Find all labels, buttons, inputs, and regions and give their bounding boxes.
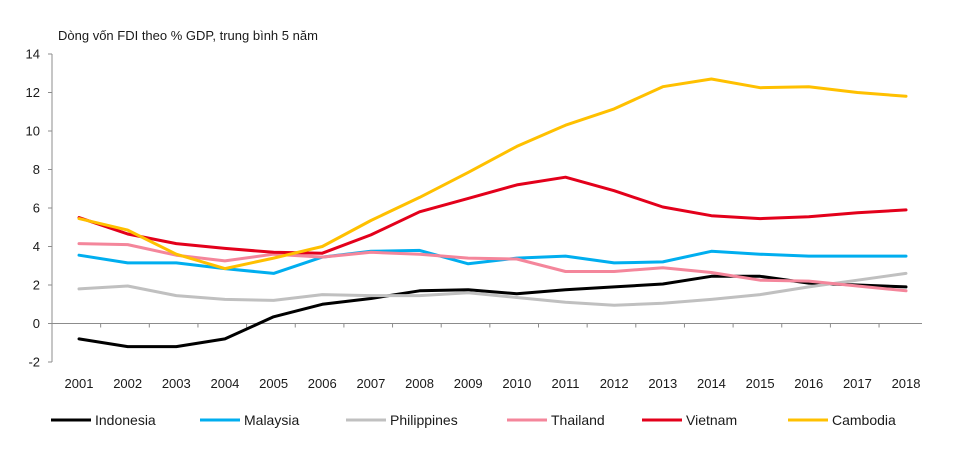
y-tick-label: 2	[33, 278, 40, 293]
legend-label: Vietnam	[686, 412, 737, 428]
x-tick-label: 2002	[113, 376, 142, 391]
y-tick-label: 6	[33, 201, 40, 216]
series-line-vietnam	[77, 175, 908, 255]
x-tick-label: 2016	[794, 376, 823, 391]
x-tick-label: 2003	[162, 376, 191, 391]
legend: Indonesia Malaysia Philippines Thailand Viet…	[51, 412, 896, 428]
legend-item-malaysia: Malaysia	[200, 412, 299, 428]
y-tick-label: 0	[33, 316, 40, 331]
x-tick-label: 2017	[843, 376, 872, 391]
series-line-philippines	[77, 271, 908, 307]
series-line-cambodia	[77, 77, 908, 271]
legend-label: Cambodia	[832, 412, 896, 428]
x-tick-label: 2006	[308, 376, 337, 391]
y-tick-label: 4	[33, 239, 40, 254]
legend-item-vietnam: Vietnam	[642, 412, 737, 428]
x-tick-label: 2009	[454, 376, 483, 391]
x-tick-label: 2014	[697, 376, 726, 391]
legend-item-cambodia: Cambodia	[788, 412, 896, 428]
x-tick-label: 2015	[746, 376, 775, 391]
series-layer	[77, 77, 908, 349]
x-tick-label: 2008	[405, 376, 434, 391]
x-tick-label: 2004	[210, 376, 239, 391]
legend-item-philippines: Philippines	[346, 412, 458, 428]
x-tick-label: 2013	[648, 376, 677, 391]
legend-label: Malaysia	[244, 412, 299, 428]
y-tick-label: 10	[26, 124, 40, 139]
chart-axes: -2 0 2 4 6 8 10 12 14 2001 2002 2003 2004 2005 2006 200…	[26, 47, 922, 391]
y-tick-label: 8	[33, 162, 40, 177]
x-tick-label: 2001	[65, 376, 94, 391]
series-line-indonesia	[77, 274, 908, 349]
y-tick-label: 12	[26, 85, 40, 100]
series-line-thailand	[77, 242, 908, 293]
y-tick-label: -2	[28, 355, 40, 370]
legend-item-indonesia: Indonesia	[51, 412, 156, 428]
x-tick-label: 2011	[552, 376, 580, 391]
legend-label: Thailand	[551, 412, 605, 428]
legend-label: Philippines	[390, 412, 458, 428]
x-tick-label: 2007	[356, 376, 385, 391]
x-tick-label: 2010	[502, 376, 531, 391]
x-tick-label: 2012	[600, 376, 629, 391]
legend-label: Indonesia	[95, 412, 156, 428]
x-tick-label: 2005	[259, 376, 288, 391]
y-tick-label: 14	[26, 47, 40, 62]
x-tick-label: 2018	[892, 376, 921, 391]
chart-title: Dòng vốn FDI theo % GDP, trung bình 5 nă…	[58, 28, 318, 43]
legend-item-thailand: Thailand	[507, 412, 605, 428]
